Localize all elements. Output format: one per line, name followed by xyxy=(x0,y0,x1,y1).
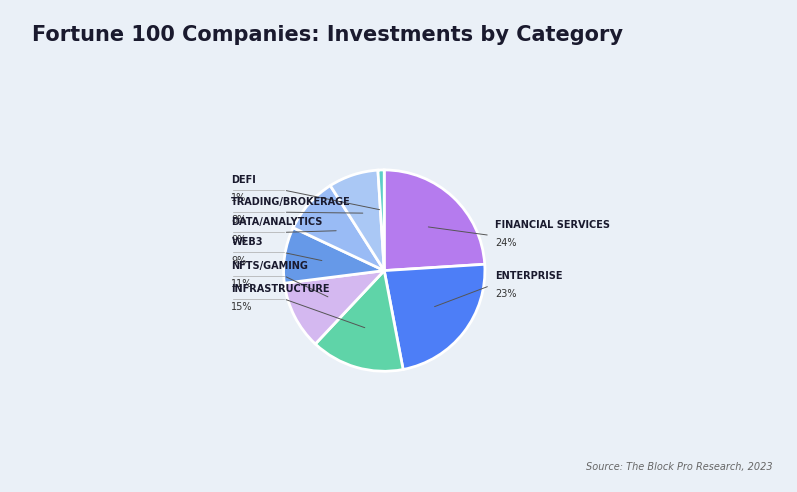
Text: 11%: 11% xyxy=(231,278,253,289)
Text: Source: The Block Pro Research, 2023: Source: The Block Pro Research, 2023 xyxy=(587,462,773,472)
Text: INFRASTRUCTURE: INFRASTRUCTURE xyxy=(231,284,330,294)
Text: 8%: 8% xyxy=(231,215,246,225)
Text: DATA/ANALYTICS: DATA/ANALYTICS xyxy=(231,217,323,227)
Wedge shape xyxy=(384,170,485,271)
Text: Fortune 100 Companies: Investments by Category: Fortune 100 Companies: Investments by Ca… xyxy=(32,25,623,45)
Text: FINANCIAL SERVICES: FINANCIAL SERVICES xyxy=(495,220,610,230)
Wedge shape xyxy=(285,271,384,344)
Text: 15%: 15% xyxy=(231,302,253,312)
Wedge shape xyxy=(378,170,384,271)
Text: 9%: 9% xyxy=(231,255,246,266)
Text: TRADING/BROKERAGE: TRADING/BROKERAGE xyxy=(231,197,351,207)
Text: 23%: 23% xyxy=(495,289,516,299)
Wedge shape xyxy=(330,170,384,271)
Text: DEFI: DEFI xyxy=(231,175,256,185)
Text: NFTS/GAMING: NFTS/GAMING xyxy=(231,261,308,271)
Text: 1%: 1% xyxy=(231,193,246,203)
Text: WEB3: WEB3 xyxy=(231,238,263,247)
Text: ENTERPRISE: ENTERPRISE xyxy=(495,271,563,280)
Wedge shape xyxy=(384,264,485,369)
Wedge shape xyxy=(293,185,384,271)
Wedge shape xyxy=(284,228,384,283)
Text: 24%: 24% xyxy=(495,239,516,248)
Wedge shape xyxy=(316,271,403,371)
Text: 9%: 9% xyxy=(231,235,246,246)
